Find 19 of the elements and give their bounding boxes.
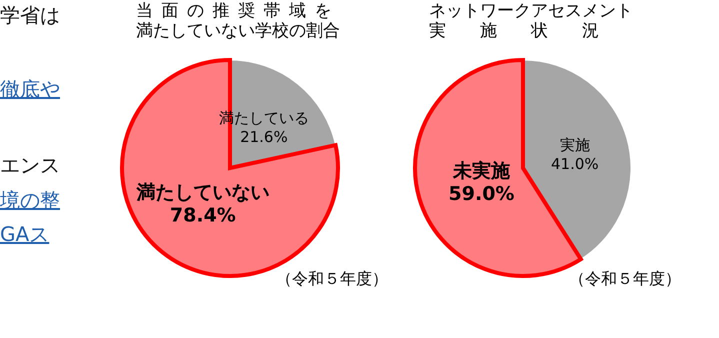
text: 徹底や bbox=[0, 77, 60, 101]
text: （令和５年度） bbox=[276, 269, 388, 288]
text: 学省は bbox=[0, 3, 60, 27]
text: （令和５年度） bbox=[569, 269, 681, 288]
data-label: 78.4% bbox=[170, 204, 236, 227]
slice-label: 未実施 bbox=[452, 160, 512, 182]
data-label: 59.0% bbox=[448, 183, 514, 206]
text: 境の整 bbox=[0, 188, 60, 212]
chart-subtitle: 実施状況 bbox=[429, 21, 633, 41]
slice-label: 実施 bbox=[560, 136, 590, 154]
data-label: 21.6% bbox=[240, 128, 288, 146]
slice-label: 満たしていない bbox=[135, 182, 270, 204]
chart-title: ネットワークアセスメント bbox=[429, 1, 633, 21]
text: エンス bbox=[0, 153, 60, 177]
text: GAス bbox=[0, 222, 50, 246]
chart-title: 当面の推奨帯域を bbox=[136, 1, 340, 21]
chart-subtitle: 満たしていない学校の割合 bbox=[136, 21, 340, 41]
data-label: 41.0% bbox=[551, 154, 599, 173]
slice-label: 満たしている bbox=[218, 108, 309, 127]
